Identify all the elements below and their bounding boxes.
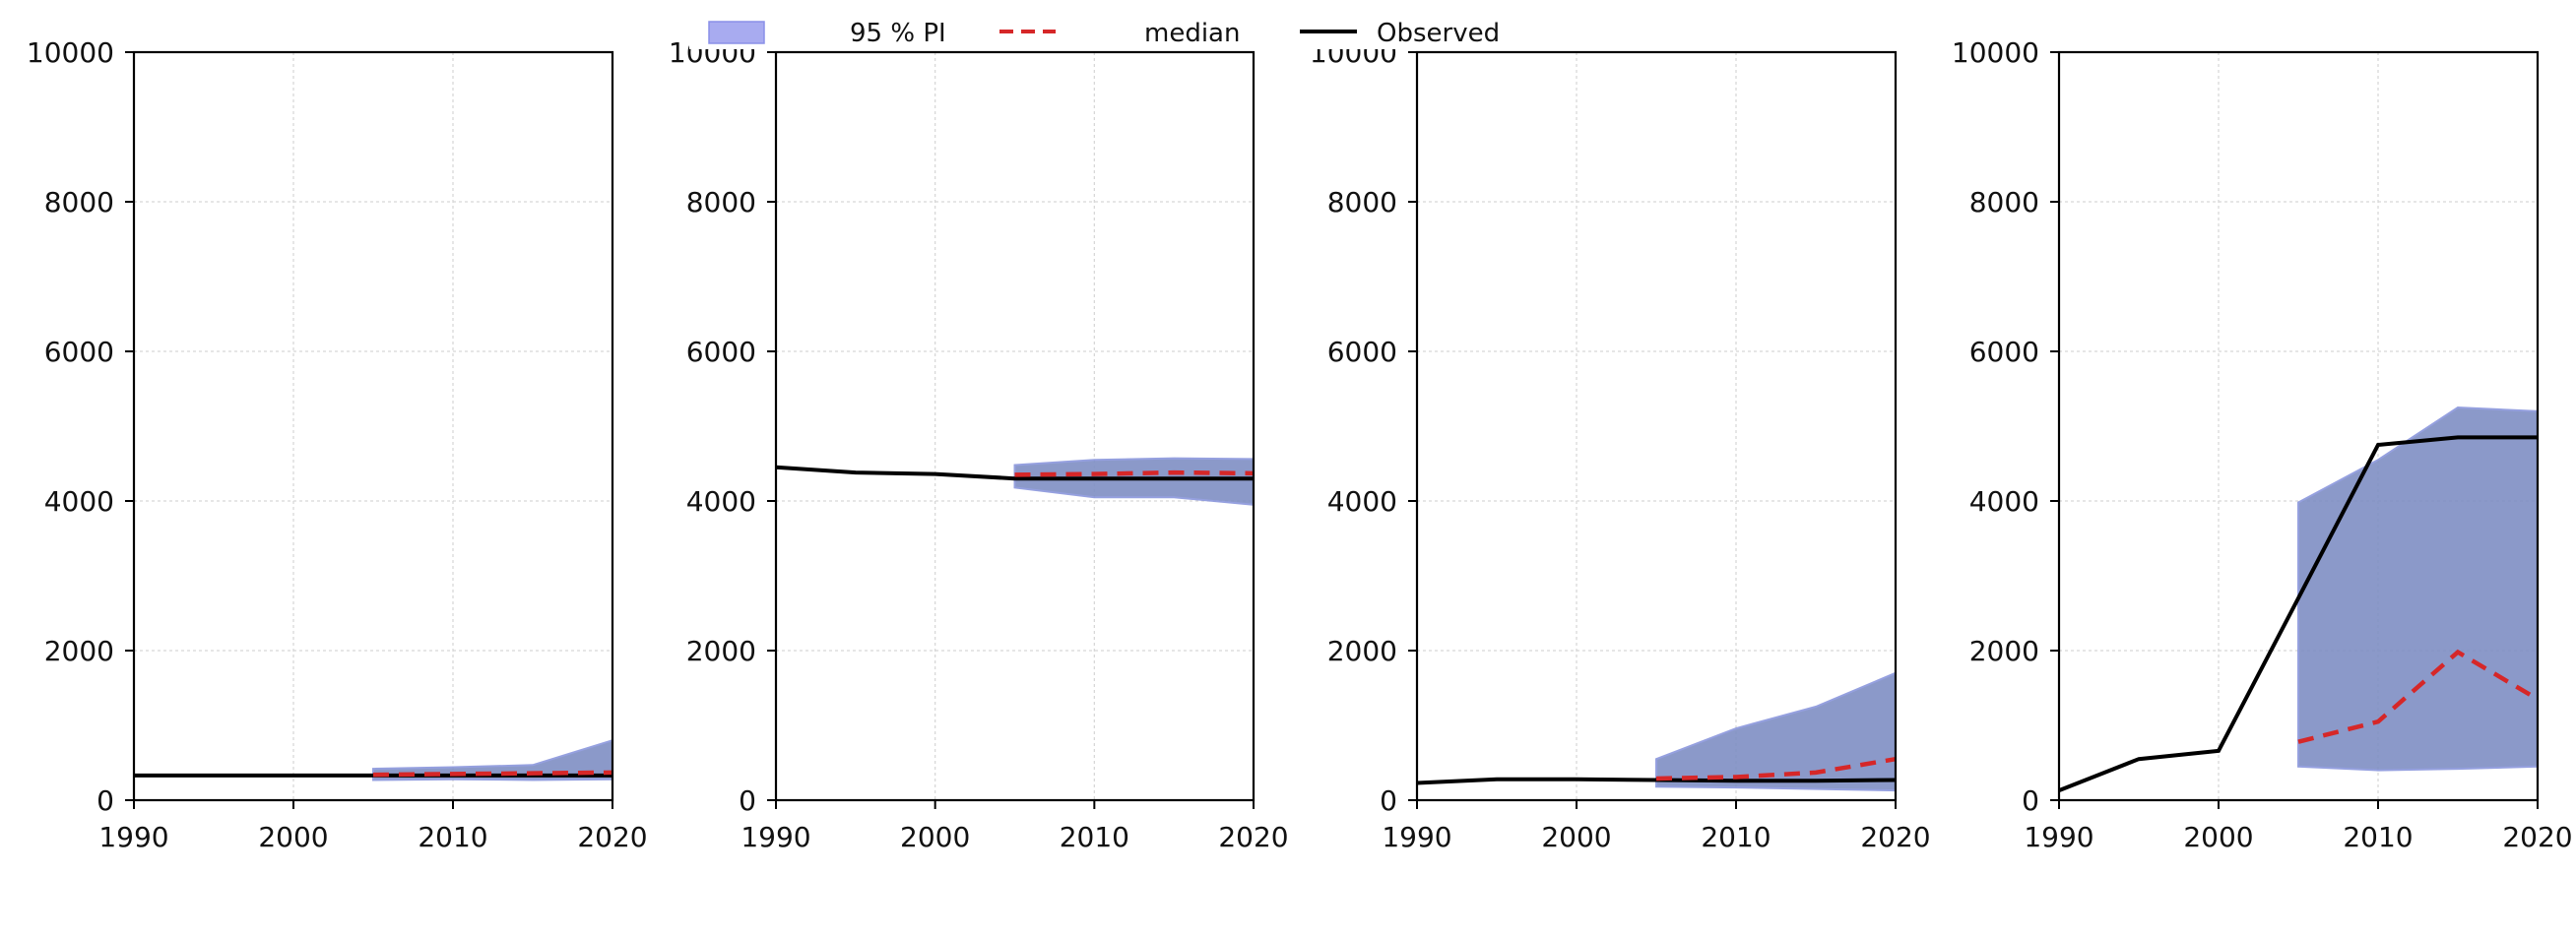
x-tick-label: 2020 (2502, 821, 2572, 853)
x-tick-label: 1990 (1382, 821, 1451, 853)
y-tick-label: 10000 (27, 36, 114, 69)
x-tick-label: 2020 (577, 821, 647, 853)
y-tick-label: 2000 (1327, 635, 1397, 667)
observed-line (775, 465, 1254, 481)
y-tick-label: 2000 (686, 635, 756, 667)
y-tick-label: 6000 (1969, 336, 2039, 368)
legend-swatch-pi (708, 21, 765, 44)
y-tick-label: 8000 (686, 186, 756, 219)
y-tick-label: 6000 (1327, 336, 1397, 368)
y-tick-label: 4000 (44, 485, 114, 518)
y-tick-label: 8000 (44, 186, 114, 219)
y-tick-label: 10000 (1952, 36, 2039, 69)
observed-line (2058, 435, 2538, 792)
axes-frame (132, 50, 614, 802)
x-tick-label: 2020 (1218, 821, 1288, 853)
axes-frame (2057, 50, 2540, 802)
y-tick-label: 4000 (1969, 485, 2039, 518)
x-tick-label: 2000 (1541, 821, 1611, 853)
x-tick-label: 1990 (741, 821, 810, 853)
y-tick-label: 2000 (1969, 635, 2039, 667)
y-tick-label: 8000 (1327, 186, 1397, 219)
axes-frame (774, 50, 1256, 802)
y-tick-label: 0 (2022, 784, 2039, 817)
x-tick-label: 2020 (1860, 821, 1930, 853)
legend-label-pi: 95 % PI (850, 19, 946, 48)
y-tick-label: 0 (97, 784, 114, 817)
legend: 95 % PI median Observed (689, 8, 1500, 49)
x-tick-label: 1990 (98, 821, 168, 853)
x-tick-label: 2010 (2343, 821, 2413, 853)
pi-band (1013, 457, 1255, 506)
y-tick-label: 6000 (686, 336, 756, 368)
x-tick-label: 2000 (2183, 821, 2253, 853)
panel-4: 0 2000 4000 6000 8000 10000 1990 2000 2010 2020 (1952, 36, 2573, 853)
y-tick-label: 0 (1380, 784, 1397, 817)
median-line (2297, 649, 2540, 744)
x-tick-label: 2010 (1701, 821, 1771, 853)
x-tick-label: 2000 (900, 821, 970, 853)
y-tick-label: 6000 (44, 336, 114, 368)
y-tick-label: 0 (739, 784, 756, 817)
legend-background (689, 8, 1497, 49)
panel-1: 0 2000 4000 6000 8000 10000 1990 2000 2010 2020 (27, 36, 648, 853)
y-tick-label: 2000 (44, 635, 114, 667)
median-line (1655, 756, 1897, 781)
x-tick-label: 2000 (258, 821, 328, 853)
pi-band (2297, 406, 2539, 772)
x-tick-label: 1990 (2024, 821, 2093, 853)
x-tick-label: 2010 (1060, 821, 1129, 853)
y-tick-label: 8000 (1969, 186, 2039, 219)
observed-line (1416, 777, 1897, 785)
legend-label-median: median (1144, 19, 1240, 48)
pi-band (1655, 671, 1897, 792)
legend-label-observed: Observed (1377, 19, 1500, 48)
median-line (372, 770, 613, 778)
y-tick-label: 4000 (1327, 485, 1397, 518)
axes-frame (1415, 50, 1898, 802)
y-tick-label: 4000 (686, 485, 756, 518)
median-line (1014, 469, 1255, 477)
x-tick-label: 2010 (418, 821, 487, 853)
